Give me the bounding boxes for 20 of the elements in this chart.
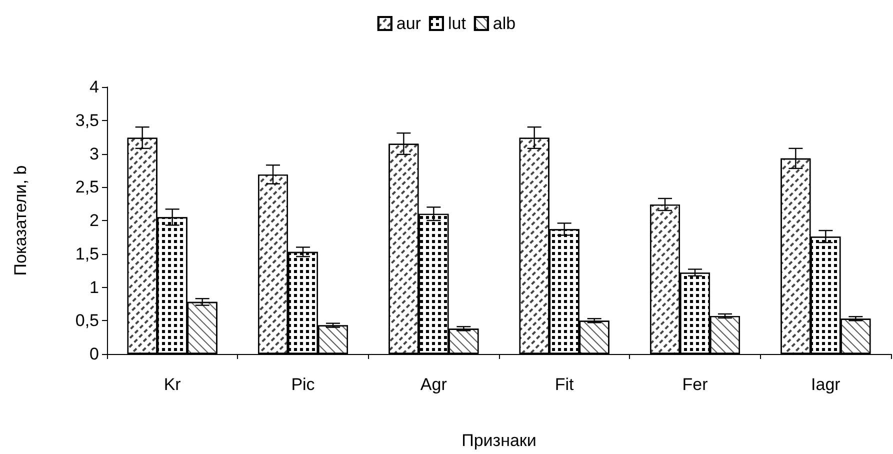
x-tick-label: Fer xyxy=(682,375,708,394)
y-tick-label: 3 xyxy=(90,144,99,164)
x-tick-label: Pic xyxy=(291,375,316,394)
y-tick-label: 2 xyxy=(90,211,99,230)
y-tick-label: 0 xyxy=(90,344,99,364)
legend-label: alb xyxy=(492,14,516,33)
y-tick-label: 1 xyxy=(90,278,99,297)
y-tick-label: 2,5 xyxy=(75,178,99,197)
y-tick-label: 1,5 xyxy=(75,244,99,264)
x-tick-label: Kr xyxy=(164,375,182,394)
legend-label: aur xyxy=(396,14,422,33)
x-tick-label: Iagr xyxy=(811,375,841,394)
legend-label: lut xyxy=(448,14,466,33)
x-tick-label: Fit xyxy=(554,375,574,394)
y-tick-label: 0,5 xyxy=(75,311,99,330)
x-tick-label: Agr xyxy=(420,375,448,394)
y-axis-title: Показатели, b xyxy=(11,165,30,276)
x-axis-title: Признаки xyxy=(462,431,536,450)
y-tick-label: 4 xyxy=(90,78,99,96)
y-tick-label: 3,5 xyxy=(75,110,99,130)
